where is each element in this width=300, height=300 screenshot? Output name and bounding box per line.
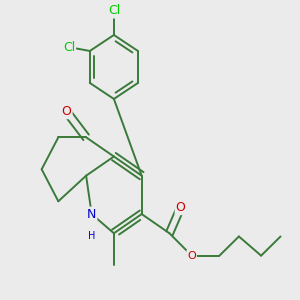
Text: O: O [62, 105, 72, 118]
Text: O: O [187, 250, 196, 261]
Text: Cl: Cl [108, 4, 120, 17]
Text: O: O [176, 201, 185, 214]
Text: H: H [88, 232, 95, 242]
Text: Cl: Cl [63, 40, 75, 54]
Text: N: N [87, 208, 96, 220]
